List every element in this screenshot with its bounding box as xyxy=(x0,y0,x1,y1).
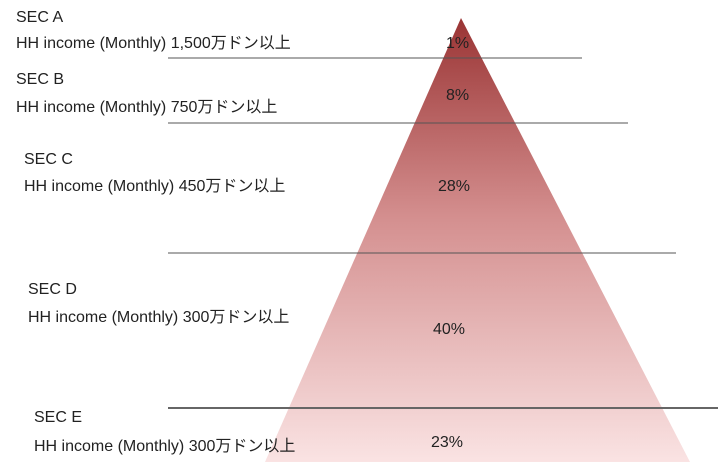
level-name: SEC C xyxy=(24,151,73,168)
labels: SEC A HH income (Monthly) 1,500万ドン以上 1% SEC… xyxy=(16,9,470,455)
level-name: SEC B xyxy=(16,71,64,88)
level-income: HH income (Monthly) 300万ドン以上 xyxy=(28,308,289,326)
level-name: SEC A xyxy=(16,9,63,26)
pyramid xyxy=(265,18,690,462)
level-share: 23% xyxy=(431,434,463,451)
level-share: 1% xyxy=(446,35,469,52)
level-share: 28% xyxy=(438,178,470,195)
level-share: 40% xyxy=(433,321,465,338)
level-income: HH income (Monthly) 300万ドン以上 xyxy=(34,437,295,455)
level-income: HH income (Monthly) 1,500万ドン以上 xyxy=(16,34,291,52)
level-name: SEC D xyxy=(28,281,77,298)
level-name: SEC E xyxy=(34,409,82,426)
level-income: HH income (Monthly) 450万ドン以上 xyxy=(24,177,285,195)
level-income: HH income (Monthly) 750万ドン以上 xyxy=(16,98,277,116)
level-share: 8% xyxy=(446,87,469,104)
